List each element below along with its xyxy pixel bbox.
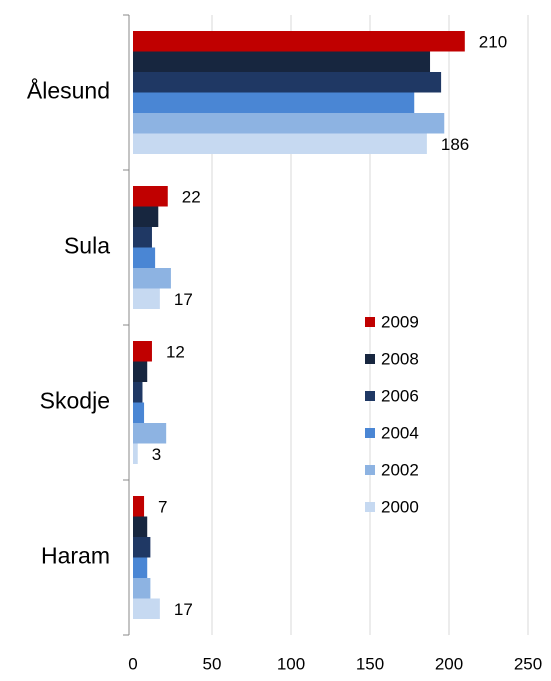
legend-label: 2009 [381, 312, 419, 331]
bar [133, 557, 148, 578]
value-label: 3 [152, 445, 161, 464]
value-label: 22 [182, 188, 201, 207]
bar [133, 227, 152, 248]
x-tick-label: 100 [277, 654, 305, 673]
x-tick-label: 250 [514, 654, 542, 673]
value-label: 17 [174, 290, 193, 309]
value-label: 12 [166, 343, 185, 362]
x-tick-label: 0 [128, 654, 137, 673]
x-tick-label: 150 [356, 654, 384, 673]
legend-label: 2000 [381, 497, 419, 516]
legend-swatch [365, 391, 375, 401]
bar [133, 247, 156, 268]
value-label: 7 [158, 498, 167, 517]
legend-swatch [365, 465, 375, 475]
category-label: Sula [64, 233, 110, 259]
bar [133, 341, 152, 362]
value-label: 186 [441, 135, 469, 154]
bar [133, 31, 465, 52]
bar [133, 496, 145, 517]
x-tick-label: 200 [435, 654, 463, 673]
legend-label: 2002 [381, 460, 419, 479]
legend-label: 2008 [381, 349, 419, 368]
bar [133, 578, 151, 599]
bar [133, 443, 138, 464]
bar [133, 133, 427, 154]
bar [133, 92, 415, 113]
bar [133, 382, 143, 403]
bar [133, 537, 151, 558]
bar [133, 113, 445, 134]
bar [133, 361, 148, 382]
bar [133, 72, 442, 93]
legend-swatch [365, 354, 375, 364]
value-label: 17 [174, 600, 193, 619]
legend-swatch [365, 317, 375, 327]
value-label: 210 [479, 33, 507, 52]
bar [133, 268, 171, 289]
bar [133, 402, 145, 423]
x-tick-label: 50 [203, 654, 222, 673]
category-label: Haram [41, 543, 110, 569]
bar [133, 516, 148, 537]
legend-label: 2004 [381, 423, 419, 442]
bar [133, 598, 160, 619]
bar [133, 206, 159, 227]
category-label: Ålesund [27, 77, 110, 104]
legend-swatch [365, 428, 375, 438]
legend-label: 2006 [381, 386, 419, 405]
bar [133, 51, 431, 72]
bar [133, 288, 160, 309]
category-label: Skodje [40, 388, 110, 414]
legend-swatch [365, 502, 375, 512]
bar [133, 423, 167, 444]
bar [133, 186, 168, 207]
